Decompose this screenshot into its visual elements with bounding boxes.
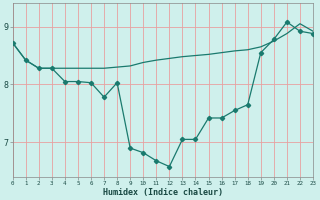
X-axis label: Humidex (Indice chaleur): Humidex (Indice chaleur) xyxy=(103,188,223,197)
